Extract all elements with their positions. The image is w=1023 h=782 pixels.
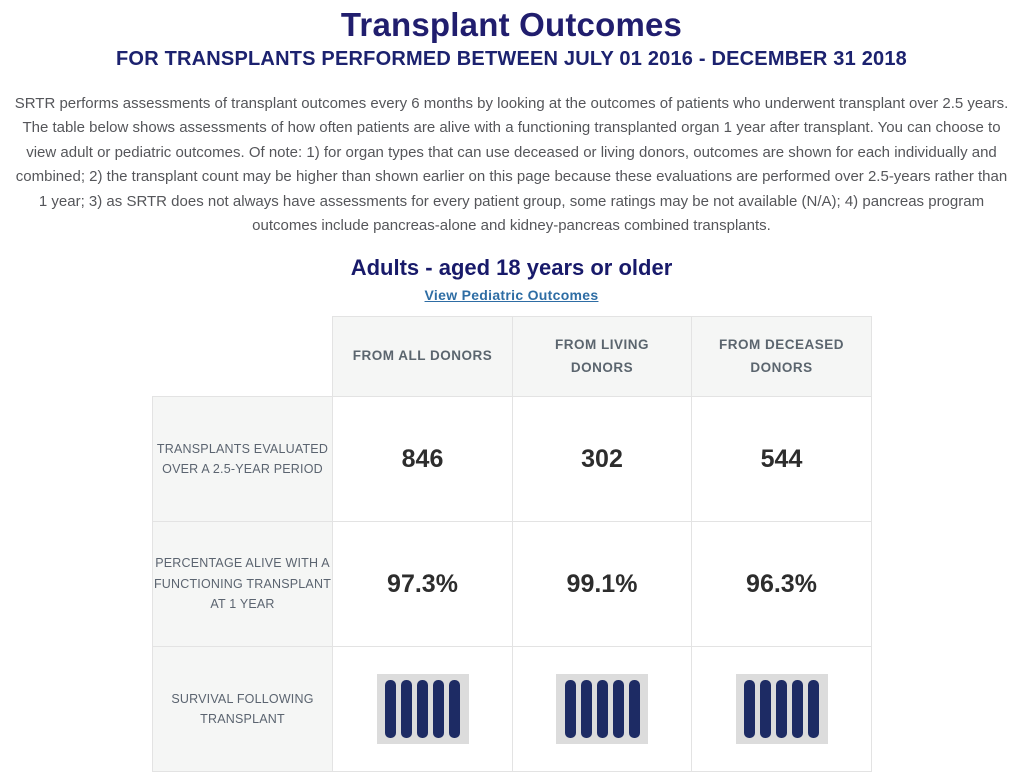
row-label-percentage-alive: PERCENTAGE ALIVE WITH A FUNCTIONING TRAN… xyxy=(152,521,333,648)
value-percentage-living-donors: 99.1% xyxy=(512,521,692,648)
five-bar-rating-icon xyxy=(376,674,469,745)
column-header-from-living-donors: FROM LIVING DONORS xyxy=(512,316,692,398)
rating-cell-all-donors xyxy=(332,646,513,773)
row-label-survival-following-transplant: SURVIVAL FOLLOWING TRANSPLANT xyxy=(152,646,333,773)
value-transplants-deceased-donors: 544 xyxy=(691,396,872,523)
table-row-transplants-evaluated: TRANSPLANTS EVALUATED OVER A 2.5-YEAR PE… xyxy=(152,396,872,523)
table-row-survival-rating: SURVIVAL FOLLOWING TRANSPLANT xyxy=(152,646,872,773)
value-transplants-all-donors: 846 xyxy=(332,396,513,523)
five-bar-rating-icon xyxy=(556,674,648,745)
table-row-percentage-alive: PERCENTAGE ALIVE WITH A FUNCTIONING TRAN… xyxy=(152,521,872,648)
five-bar-rating-icon xyxy=(735,674,828,745)
row-label-transplants-evaluated: TRANSPLANTS EVALUATED OVER A 2.5-YEAR PE… xyxy=(152,396,333,523)
page-subtitle: FOR TRANSPLANTS PERFORMED BETWEEN JULY 0… xyxy=(116,47,907,70)
value-transplants-living-donors: 302 xyxy=(512,396,692,523)
pediatric-link-row: View Pediatric Outcomes xyxy=(0,287,1023,305)
view-pediatric-outcomes-link[interactable]: View Pediatric Outcomes xyxy=(424,287,599,304)
outcomes-table: FROM ALL DONORS FROM LIVING DONORS FROM … xyxy=(152,316,872,773)
column-header-from-all-donors: FROM ALL DONORS xyxy=(332,316,513,398)
intro-paragraph: SRTR performs assessments of transplant … xyxy=(14,94,1009,235)
value-percentage-deceased-donors: 96.3% xyxy=(691,521,872,648)
value-percentage-all-donors: 97.3% xyxy=(332,521,513,648)
outcomes-table-container: FROM ALL DONORS FROM LIVING DONORS FROM … xyxy=(152,316,1023,773)
rating-cell-deceased-donors xyxy=(691,646,872,773)
rating-cell-living-donors xyxy=(512,646,692,773)
table-header-row: FROM ALL DONORS FROM LIVING DONORS FROM … xyxy=(152,316,872,398)
column-header-from-deceased-donors: FROM DECEASED DONORS xyxy=(691,316,872,398)
page-title: Transplant Outcomes xyxy=(340,6,683,43)
section-heading-adults: Adults - aged 18 years or older xyxy=(350,254,673,280)
table-corner-cell xyxy=(152,316,333,397)
